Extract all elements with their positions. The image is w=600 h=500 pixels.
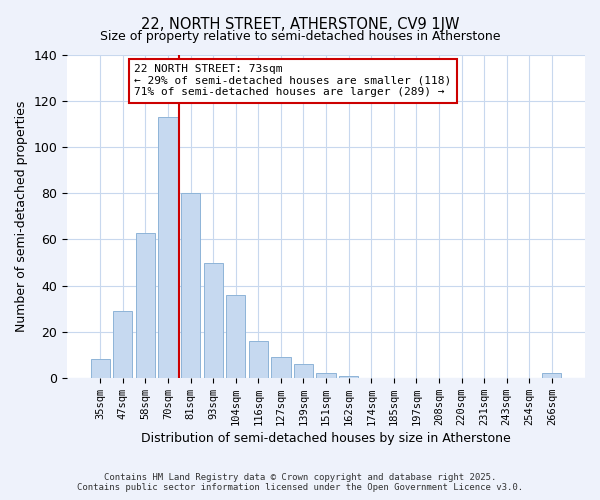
Bar	[203, 262, 223, 378]
Bar	[91, 360, 110, 378]
Y-axis label: Number of semi-detached properties: Number of semi-detached properties	[15, 100, 28, 332]
Bar	[542, 373, 562, 378]
X-axis label: Distribution of semi-detached houses by size in Atherstone: Distribution of semi-detached houses by …	[141, 432, 511, 445]
Bar	[226, 295, 245, 378]
Bar	[136, 232, 155, 378]
Text: Size of property relative to semi-detached houses in Atherstone: Size of property relative to semi-detach…	[100, 30, 500, 43]
Bar	[339, 376, 358, 378]
Bar	[294, 364, 313, 378]
Bar	[181, 194, 200, 378]
Text: 22, NORTH STREET, ATHERSTONE, CV9 1JW: 22, NORTH STREET, ATHERSTONE, CV9 1JW	[141, 18, 459, 32]
Bar	[158, 118, 178, 378]
Bar	[271, 357, 290, 378]
Text: Contains HM Land Registry data © Crown copyright and database right 2025.
Contai: Contains HM Land Registry data © Crown c…	[77, 473, 523, 492]
Bar	[113, 311, 133, 378]
Text: 22 NORTH STREET: 73sqm
← 29% of semi-detached houses are smaller (118)
71% of se: 22 NORTH STREET: 73sqm ← 29% of semi-det…	[134, 64, 451, 98]
Bar	[249, 341, 268, 378]
Bar	[316, 373, 335, 378]
